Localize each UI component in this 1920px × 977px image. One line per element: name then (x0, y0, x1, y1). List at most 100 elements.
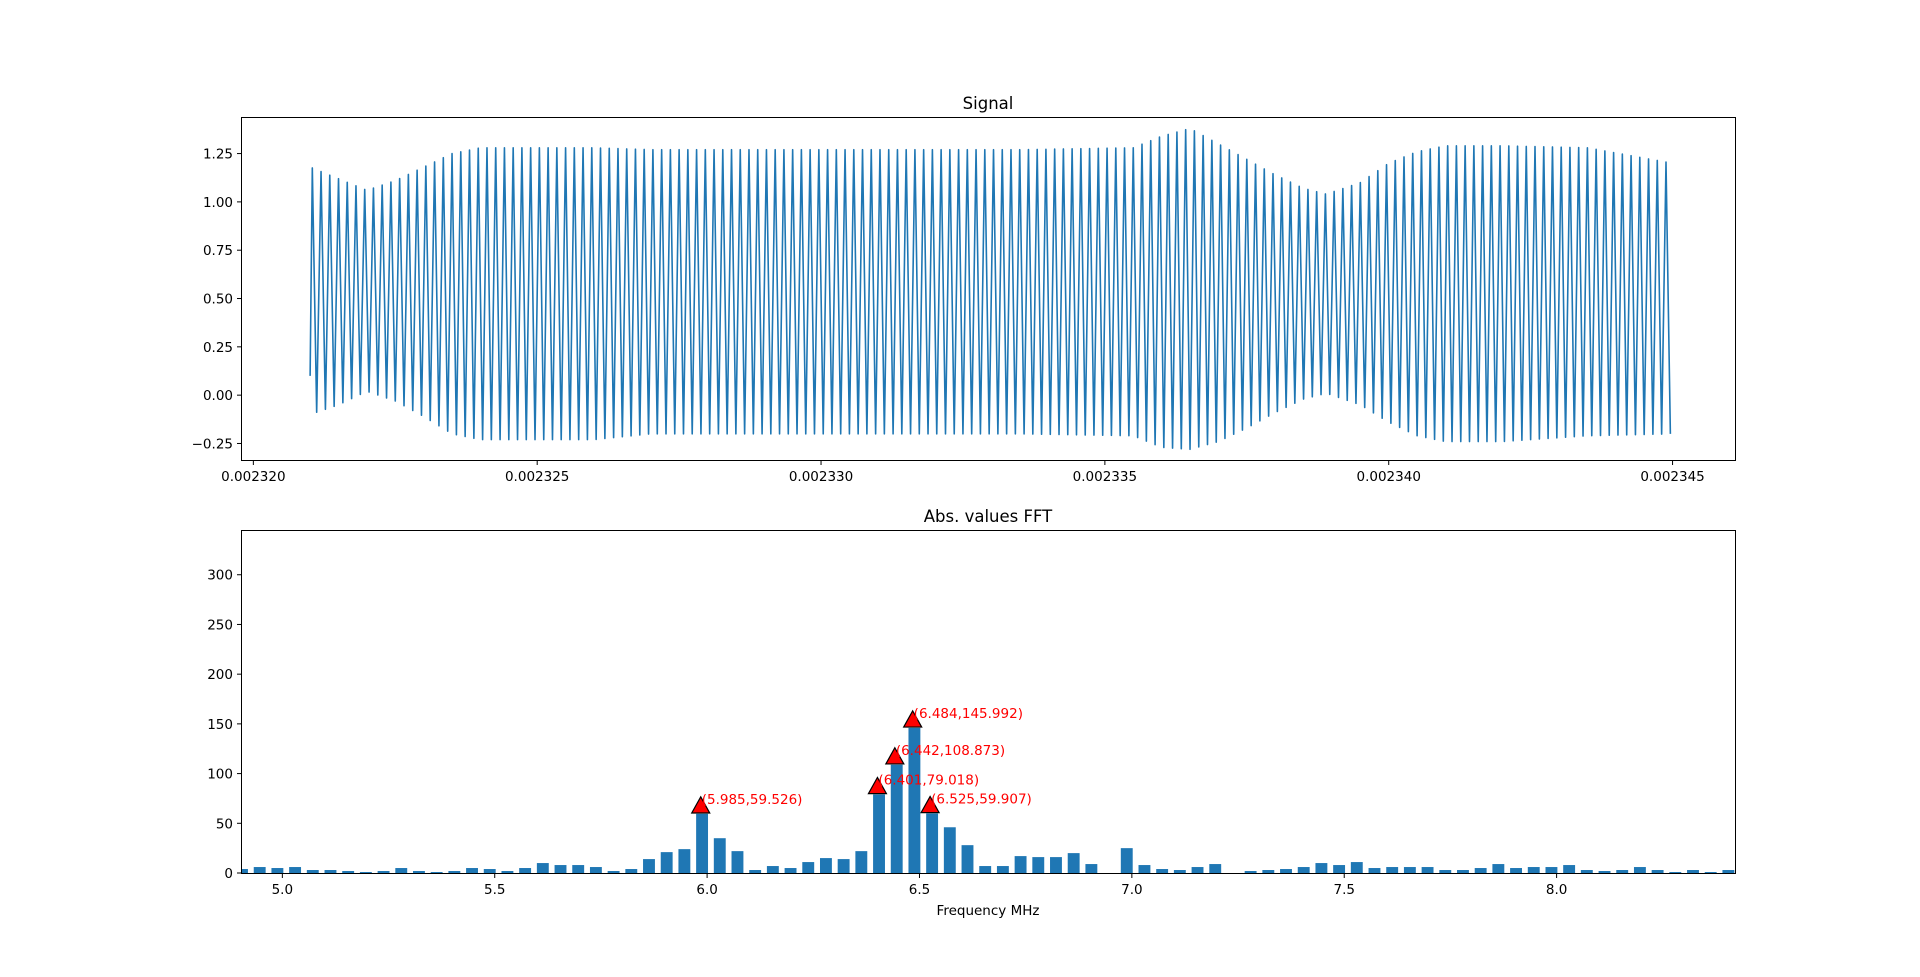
fft-bar (572, 865, 585, 873)
fft-bar (979, 866, 992, 873)
fft-bar (1315, 863, 1328, 873)
fft-bar (1563, 865, 1576, 873)
peak-label: (6.442,108.873) (896, 743, 1005, 759)
fft-bar (1297, 867, 1310, 873)
fft-bar (289, 867, 302, 873)
fft-bar (784, 868, 797, 873)
fft-x-axis-label: Frequency MHz (937, 903, 1040, 919)
fft-bar (1439, 870, 1452, 873)
fft-bar (1333, 865, 1346, 873)
signal-axes-frame (241, 117, 1736, 461)
peak-marker-triangle (884, 746, 905, 765)
fft-bar (1032, 857, 1045, 873)
fft-bar (1244, 871, 1257, 873)
fft-x-tick-label: 5.5 (484, 882, 505, 898)
fft-bar (908, 727, 921, 873)
fft-bar (430, 872, 443, 873)
fft-bar (413, 871, 425, 873)
signal-x-tick-label: 0.002330 (789, 469, 853, 485)
fft-bar (242, 869, 248, 873)
fft-bar (802, 862, 815, 873)
signal-series (309, 128, 1672, 451)
fft-bar (483, 869, 496, 873)
fft-y-tick-label: 200 (207, 667, 233, 683)
fft-bar (1492, 864, 1505, 873)
fft-bar (749, 870, 762, 873)
fft-bar (306, 870, 319, 873)
signal-y-axis: −0.25 0.00 0.25 0.50 0.75 1.00 1.25 (192, 147, 242, 452)
peak-marker-triangle (920, 795, 941, 814)
fft-bar (926, 813, 939, 873)
fft-bar (1156, 869, 1169, 873)
fft-bar (1386, 867, 1399, 873)
fft-bar (589, 867, 602, 873)
signal-x-tick-label: 0.002345 (1640, 469, 1704, 485)
fft-bar (1687, 870, 1699, 873)
fft-bar (395, 868, 408, 873)
signal-y-tick-label: 0.25 (203, 340, 233, 356)
fft-x-tick-label: 8.0 (1546, 882, 1567, 898)
fft-bar (1580, 870, 1593, 873)
fft-bar (448, 871, 461, 873)
peak-marker-triangle (867, 776, 888, 795)
fft-bar (1510, 868, 1522, 873)
peak-label: (6.525,59.907) (931, 791, 1032, 807)
fft-y-tick-label: 0 (224, 866, 233, 882)
fft-bar (1669, 872, 1682, 873)
fft-x-tick-label: 5.0 (272, 882, 293, 898)
fft-bar (660, 852, 673, 873)
fft-bar (625, 869, 638, 873)
signal-y-tick-label: −0.25 (192, 436, 233, 452)
signal-x-axis: 0.002320 0.002325 0.002330 0.002335 0.002340… (221, 460, 1705, 485)
fft-bar (1067, 853, 1080, 873)
fft-bar (1651, 870, 1664, 873)
fft-bar (837, 859, 850, 873)
signal-line (309, 128, 1672, 451)
fft-bar (519, 868, 532, 873)
fft-x-tick-label: 7.5 (1333, 882, 1354, 898)
fft-title: Abs. values FFT (924, 507, 1053, 526)
fft-bar (253, 867, 266, 873)
fft-bar (1722, 870, 1735, 873)
fft-bar (1138, 865, 1151, 873)
fft-bar (1085, 864, 1098, 873)
fft-bar (1262, 870, 1275, 873)
fft-y-tick-label: 250 (207, 617, 233, 633)
fft-bar (1209, 864, 1222, 873)
signal-x-tick-label: 0.002325 (505, 469, 569, 485)
fft-bar (1403, 867, 1416, 873)
fft-bar (1120, 848, 1133, 873)
peak-label: (5.985,59.526) (702, 792, 803, 808)
fft-y-tick-label: 150 (207, 717, 233, 733)
fft-bar (1191, 867, 1204, 873)
fft-bar (271, 868, 284, 873)
fft-y-axis: 0 50 100 150 200 250 300 (207, 568, 242, 882)
fft-bar (1368, 868, 1381, 873)
fft-bar (1350, 862, 1363, 873)
peak-marker-triangle (690, 795, 711, 814)
signal-y-tick-label: 0.00 (203, 388, 233, 404)
signal-x-tick-label: 0.002335 (1073, 469, 1137, 485)
fft-axes-frame (241, 530, 1736, 874)
fft-x-tick-label: 6.5 (909, 882, 930, 898)
fft-bar (536, 863, 549, 873)
fft-bar (342, 871, 355, 873)
fft-y-tick-label: 50 (216, 816, 233, 832)
fft-bar (873, 794, 885, 873)
signal-y-tick-label: 0.50 (203, 292, 233, 308)
fft-bar (713, 838, 726, 873)
fft-bar (1474, 868, 1487, 873)
fft-bar (554, 865, 567, 873)
fft-bar (1014, 856, 1027, 873)
fft-bar (607, 871, 620, 873)
fft-bar (819, 858, 832, 873)
fft-bar (890, 764, 903, 873)
fft-bar (324, 870, 337, 873)
fft-bars (242, 727, 1735, 873)
fft-bar (1527, 867, 1540, 873)
fft-bar (1545, 867, 1558, 873)
fft-y-tick-label: 100 (207, 767, 233, 783)
fft-peak-markers: (5.985,59.526) (6.401,79.018) (6.442,108.8… (690, 706, 1032, 814)
